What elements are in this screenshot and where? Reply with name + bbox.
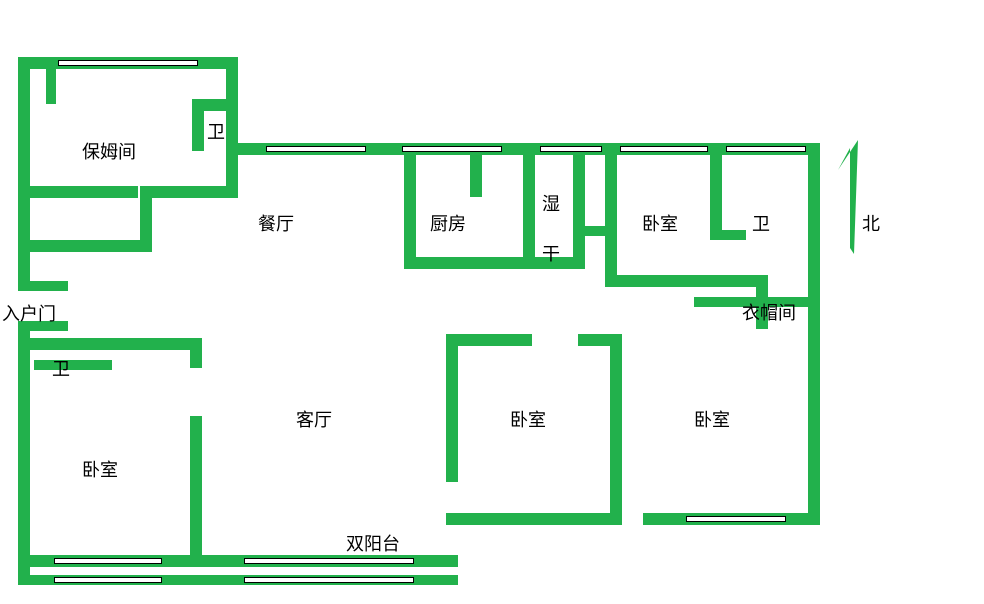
- floorplan-canvas: 保姆间 卫 餐厅 厨房 湿 干 卧室 卫 衣帽间 入户门 卫 客厅 卧室 卧室 …: [0, 0, 984, 604]
- north-arrow-icon: [0, 0, 984, 604]
